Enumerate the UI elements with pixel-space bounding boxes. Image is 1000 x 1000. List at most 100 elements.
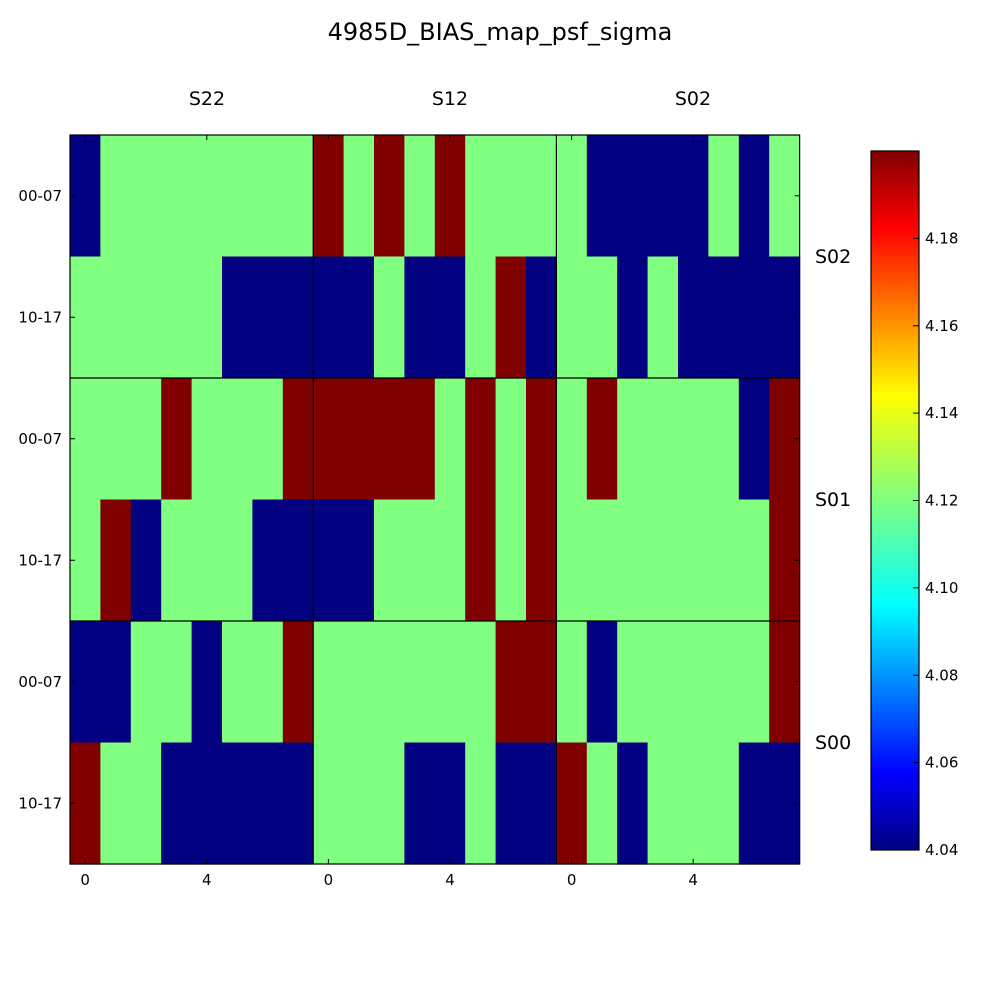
heatmap-cell — [130, 378, 162, 501]
heatmap-cell — [678, 499, 709, 622]
heatmap-cell — [343, 256, 375, 379]
heatmap-cell — [708, 499, 740, 622]
x-tick-label: 0 — [567, 871, 577, 889]
heatmap-cell — [191, 256, 223, 379]
row-label-s01: S01 — [815, 489, 851, 511]
heatmap-cell — [556, 135, 588, 258]
heatmap-cell — [526, 742, 557, 865]
heatmap-cell — [434, 499, 466, 622]
colorbar-tick-label: 4.18 — [925, 229, 958, 247]
heatmap-cell — [404, 499, 436, 622]
heatmap-cell — [404, 378, 436, 501]
heatmap-cell — [586, 378, 618, 501]
column-label-s02: S02 — [675, 88, 711, 110]
heatmap-cell — [343, 378, 375, 501]
y-tick-label: 00-07 — [18, 187, 62, 205]
heatmap-cell — [495, 742, 527, 865]
heatmap-cell — [526, 378, 557, 501]
heatmap-cell — [191, 378, 223, 501]
heatmap-cell — [100, 742, 132, 865]
heatmap-cell — [708, 135, 740, 258]
colorbar-ticks: 4.04 4.06 4.08 4.10 4.12 4.14 4.16 4.18 — [913, 229, 958, 859]
heatmap-cell — [465, 499, 497, 622]
y-tick-label: 10-17 — [18, 308, 62, 326]
heatmap-cell — [678, 621, 709, 744]
colorbar-tick-label: 4.10 — [925, 579, 958, 597]
column-label-s12: S12 — [432, 88, 468, 110]
heatmap-cell — [252, 742, 284, 865]
heatmap-cell — [70, 135, 101, 258]
heatmap-cell — [465, 621, 497, 744]
heatmap-cell — [282, 135, 314, 258]
heatmap-cell — [465, 135, 497, 258]
colorbar-tick-label: 4.16 — [925, 317, 958, 335]
heatmap-cell — [222, 135, 253, 258]
row-labels: S02 S01 S00 — [815, 246, 851, 754]
heatmap-cell — [70, 499, 101, 622]
heatmap-cell — [617, 256, 649, 379]
heatmap-cell — [343, 499, 375, 622]
heatmap-cell — [434, 135, 466, 258]
heatmap-cell — [434, 256, 466, 379]
heatmap-cell — [252, 378, 284, 501]
heatmap-cell — [130, 621, 162, 744]
heatmap-cell — [647, 742, 679, 865]
heatmap-cell — [374, 621, 405, 744]
heatmap-cell — [313, 256, 345, 379]
heatmap-cells — [70, 135, 801, 865]
heatmap-cell — [708, 256, 740, 379]
heatmap-cell — [556, 499, 588, 622]
heatmap-cell — [465, 256, 497, 379]
heatmap-cell — [222, 499, 253, 622]
heatmap-cell — [586, 256, 618, 379]
heatmap-cell — [313, 621, 345, 744]
heatmap-cell — [130, 256, 162, 379]
heatmap-cell — [222, 742, 253, 865]
heatmap-cell — [556, 378, 588, 501]
heatmap-cell — [617, 499, 649, 622]
heatmap-cell — [617, 135, 649, 258]
heatmap-cell — [191, 499, 223, 622]
heatmap-cell — [526, 499, 557, 622]
heatmap-cell — [495, 378, 527, 501]
heatmap-cell — [343, 621, 375, 744]
heatmap-cell — [404, 621, 436, 744]
heatmap-cell — [586, 742, 618, 865]
heatmap-cell — [161, 135, 193, 258]
heatmap-cell — [100, 621, 132, 744]
heatmap-cell — [130, 135, 162, 258]
heatmap-cell — [191, 742, 223, 865]
y-tick-label: 10-17 — [18, 551, 62, 569]
column-label-s22: S22 — [189, 88, 225, 110]
heatmap-cell — [222, 256, 253, 379]
heatmap-cell — [434, 621, 466, 744]
heatmap-cell — [313, 742, 345, 865]
heatmap-cell — [678, 256, 709, 379]
y-tick-label: 00-07 — [18, 673, 62, 691]
heatmap-cell — [313, 135, 345, 258]
heatmap-cell — [161, 621, 193, 744]
heatmap-cell — [404, 135, 436, 258]
heatmap-cell — [161, 378, 193, 501]
heatmap-cell — [647, 499, 679, 622]
heatmap-cell — [252, 256, 284, 379]
heatmap-cell — [161, 499, 193, 622]
heatmap-cell — [374, 135, 405, 258]
heatmap-cell — [738, 742, 770, 865]
heatmap-cell — [130, 742, 162, 865]
heatmap-cell — [495, 135, 527, 258]
heatmap-cell — [738, 135, 770, 258]
heatmap-cell — [222, 378, 253, 501]
heatmap-cell — [70, 621, 101, 744]
heatmap-cell — [374, 742, 405, 865]
heatmap-cell — [252, 621, 284, 744]
heatmap-cell — [647, 135, 679, 258]
heatmap-cell — [100, 256, 132, 379]
heatmap-cell — [678, 378, 709, 501]
x-tick-label: 0 — [324, 871, 334, 889]
heatmap-cell — [708, 378, 740, 501]
heatmap-cell — [282, 256, 314, 379]
x-tick-label: 0 — [80, 871, 90, 889]
heatmap-cell — [252, 499, 284, 622]
heatmap-cell — [404, 256, 436, 379]
